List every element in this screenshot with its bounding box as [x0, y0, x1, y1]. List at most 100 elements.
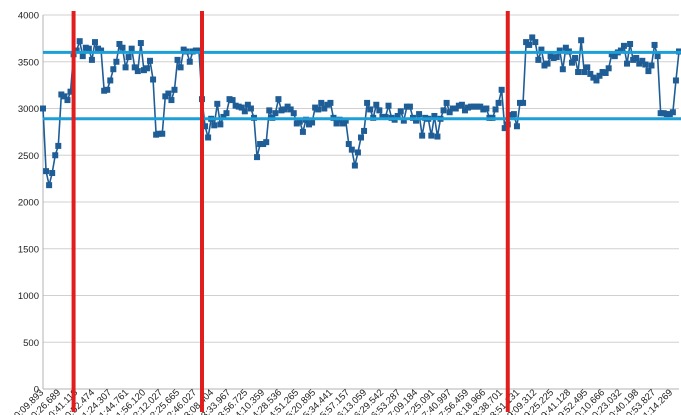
y-tick-label: 4000: [18, 11, 39, 22]
data-point: [229, 97, 236, 104]
data-point: [220, 113, 227, 120]
data-point: [532, 39, 539, 46]
data-point: [143, 65, 150, 72]
data-point: [247, 105, 254, 112]
data-point: [406, 103, 413, 110]
data-point: [461, 107, 468, 114]
data-point: [165, 90, 172, 97]
data-point: [168, 97, 175, 104]
data-point: [547, 53, 554, 60]
data-point: [654, 53, 661, 60]
data-point: [367, 106, 374, 113]
data-point: [327, 99, 334, 106]
data-point: [434, 133, 441, 140]
data-point: [465, 104, 472, 111]
data-point: [385, 102, 392, 109]
data-point: [293, 120, 300, 127]
data-point: [517, 99, 523, 106]
data-point: [95, 45, 102, 52]
data-point: [575, 69, 582, 76]
data-point: [520, 99, 527, 106]
data-point: [140, 67, 147, 74]
data-point: [639, 57, 646, 64]
data-point: [131, 64, 138, 71]
data-point: [211, 122, 218, 129]
data-point: [119, 44, 126, 51]
data-point: [195, 47, 202, 54]
data-point: [312, 104, 319, 111]
data-point: [180, 46, 187, 53]
data-point: [498, 86, 505, 93]
data-point: [587, 70, 594, 77]
data-point: [186, 58, 193, 65]
data-point: [590, 74, 597, 81]
data-point: [651, 41, 658, 48]
data-point: [79, 53, 86, 60]
data-point: [471, 103, 478, 110]
data-point: [55, 142, 62, 149]
data-point: [98, 47, 105, 54]
data-point: [492, 106, 499, 113]
data-point: [254, 154, 261, 161]
data-point: [666, 111, 673, 118]
data-point: [538, 46, 545, 53]
data-point: [82, 44, 89, 51]
vertical-reference-lines: [71, 11, 510, 412]
data-point: [458, 101, 465, 108]
data-point: [361, 127, 368, 134]
data-point: [125, 54, 132, 61]
data-point: [660, 110, 667, 117]
data-point: [174, 56, 181, 63]
data-point: [153, 131, 160, 138]
data-point: [581, 69, 588, 76]
data-point: [101, 87, 108, 94]
data-point: [672, 77, 679, 84]
data-point: [52, 152, 59, 159]
data-point: [605, 65, 612, 72]
data-point: [510, 111, 517, 118]
data-point: [541, 62, 548, 69]
data-point: [217, 121, 224, 128]
y-tick-label: 0: [34, 385, 39, 396]
data-point: [85, 45, 92, 52]
data-point: [477, 103, 484, 110]
data-point: [309, 119, 316, 126]
data-point: [382, 113, 389, 120]
data-point: [296, 118, 303, 125]
data-point: [58, 91, 65, 98]
data-point: [593, 77, 600, 84]
y-tick-label: 3500: [18, 57, 39, 68]
data-point: [205, 134, 212, 141]
data-point: [104, 86, 111, 93]
data-point: [584, 64, 591, 71]
data-point: [43, 168, 50, 175]
data-point: [636, 60, 643, 67]
data-point: [150, 76, 157, 83]
data-point: [263, 139, 270, 146]
data-point: [88, 56, 95, 63]
data-point: [235, 103, 242, 110]
data-point: [345, 141, 352, 148]
data-point: [553, 54, 560, 61]
gridlines: [42, 14, 679, 390]
data-point: [318, 99, 325, 106]
data-point: [49, 170, 56, 177]
data-point: [449, 105, 456, 112]
data-point: [107, 77, 114, 84]
data-point: [468, 103, 475, 110]
data-point: [116, 40, 123, 47]
data-point: [278, 107, 285, 114]
data-point: [61, 93, 68, 100]
data-point: [403, 103, 410, 110]
data-point: [397, 108, 404, 115]
data-point: [630, 56, 637, 63]
data-point: [156, 130, 163, 137]
data-point: [244, 101, 251, 108]
data-point: [46, 182, 53, 189]
data-point: [275, 96, 282, 103]
data-point: [529, 34, 536, 41]
data-point: [443, 99, 450, 106]
data-point: [333, 120, 340, 127]
data-point: [440, 107, 447, 114]
